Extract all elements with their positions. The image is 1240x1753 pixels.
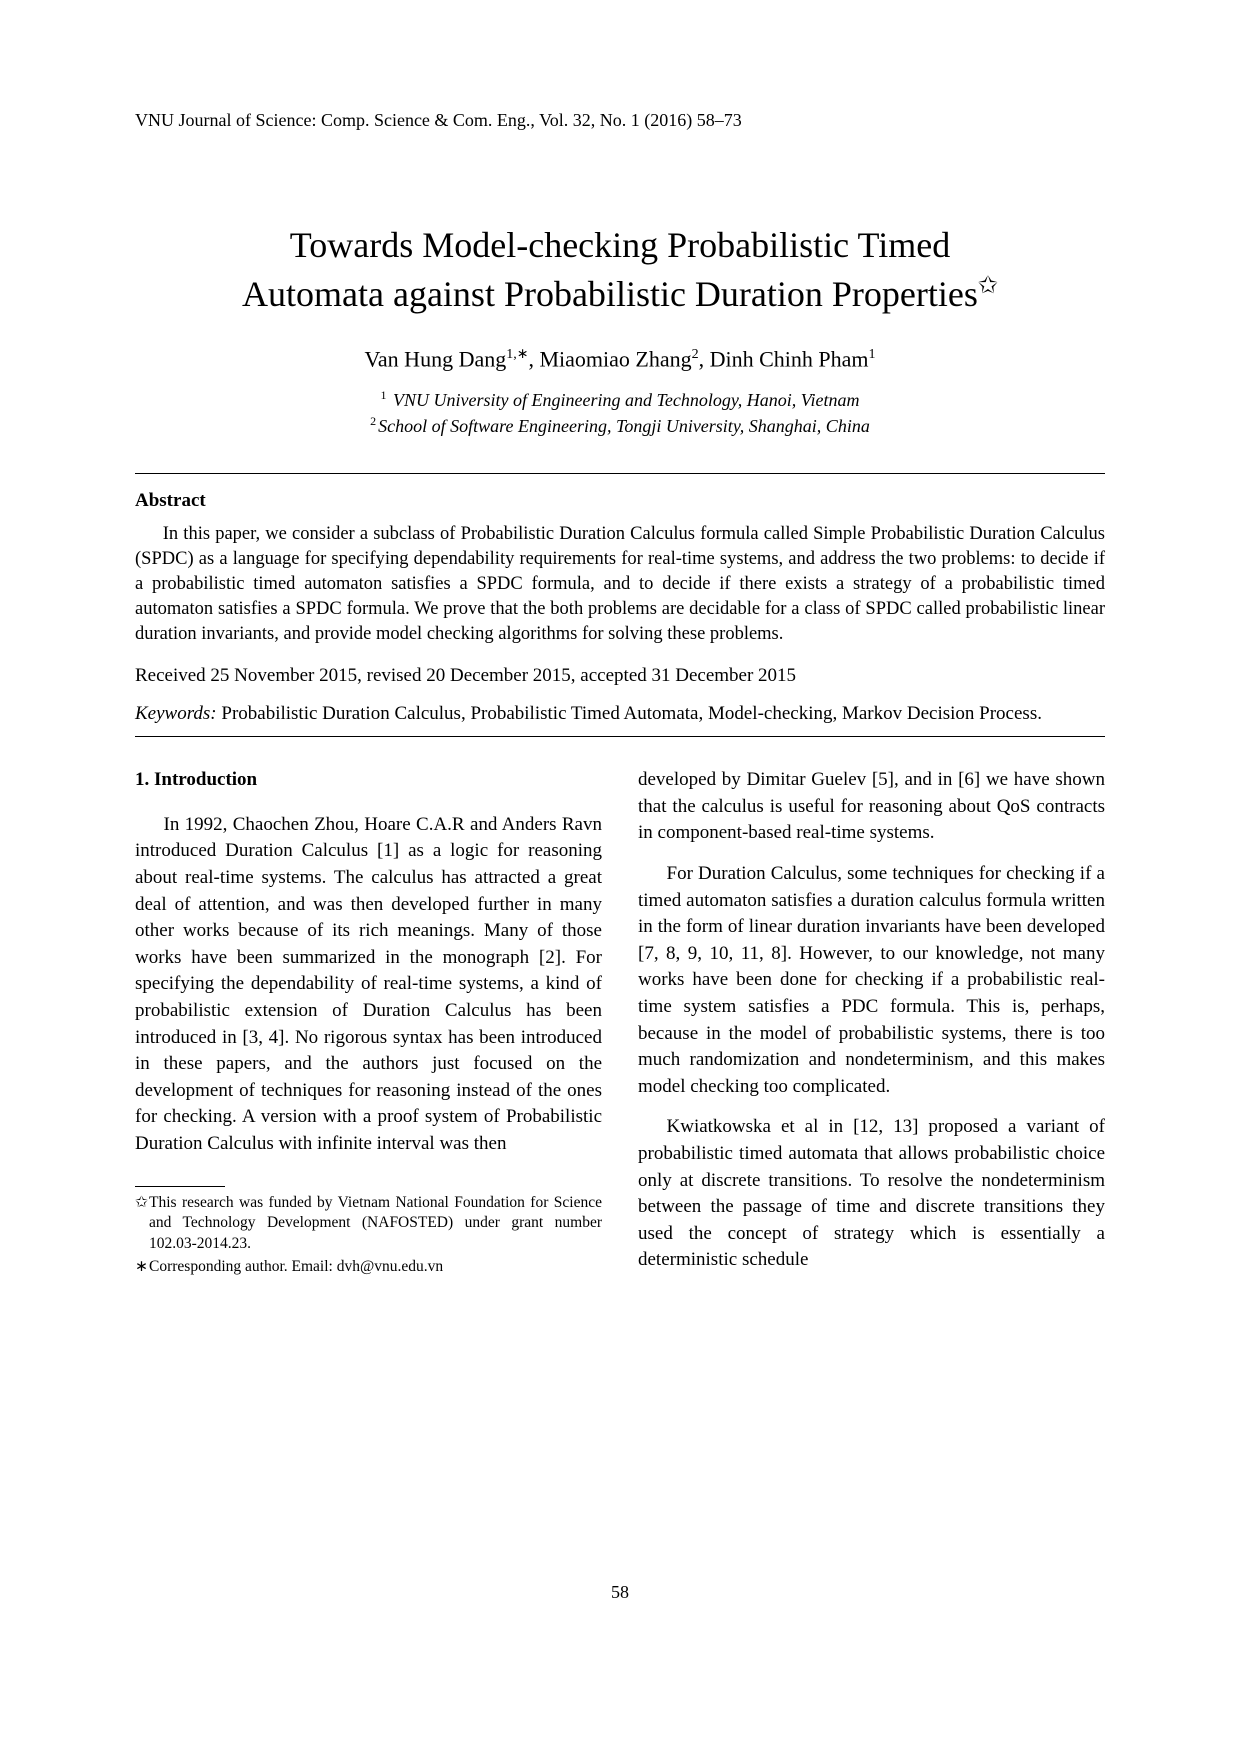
paper-title: Towards Model-checking Probabilistic Tim… — [135, 221, 1105, 318]
affiliations: 1 VNU University of Engineering and Tech… — [135, 387, 1105, 439]
author-1: Van Hung Dang — [364, 347, 506, 372]
intro-para-1: In 1992, Chaochen Zhou, Hoare C.A.R and … — [135, 812, 602, 1158]
keywords-label: Keywords: — [135, 703, 221, 724]
abstract-text: In this paper, we consider a subclass of… — [135, 522, 1105, 647]
column-right: developed by Dimitar Guelev [5], and in … — [638, 767, 1105, 1280]
authors-line: Van Hung Dang1,∗, Miaomiao Zhang2, Dinh … — [135, 346, 1105, 372]
footnotes: ✩ This research was funded by Vietnam Na… — [135, 1193, 602, 1279]
footnote-corresponding-text: Corresponding author. Email: dvh@vnu.edu… — [149, 1257, 602, 1278]
affil-1-text: VNU University of Engineering and Techno… — [389, 390, 860, 410]
footnote-rule — [135, 1186, 225, 1187]
title-footnote-star-icon: ✩ — [978, 273, 998, 299]
column-left: 1. Introduction In 1992, Chaochen Zhou, … — [135, 767, 602, 1280]
author-3: Dinh Chinh Pham — [710, 347, 869, 372]
page-number: 58 — [135, 1582, 1105, 1603]
abstract-heading: Abstract — [135, 490, 1105, 512]
title-line-2: Automata against Probabilistic Duration … — [242, 274, 978, 314]
received-dates: Received 25 November 2015, revised 20 De… — [135, 665, 1105, 687]
affiliation-2: 2School of Software Engineering, Tongji … — [135, 413, 1105, 439]
affil-2-num: 2 — [370, 414, 376, 428]
horizontal-rule-bottom — [135, 736, 1105, 737]
intro-para-3: Kwiatkowska et al in [12, 13] proposed a… — [638, 1114, 1105, 1274]
intro-para-1-cont: developed by Dimitar Guelev [5], and in … — [638, 767, 1105, 847]
keywords-line: Keywords: Probabilistic Duration Calculu… — [135, 701, 1105, 727]
footnote-corresponding: ∗ Corresponding author. Email: dvh@vnu.e… — [135, 1257, 602, 1278]
two-column-body: 1. Introduction In 1992, Chaochen Zhou, … — [135, 767, 1105, 1280]
footnote-funding: ✩ This research was funded by Vietnam Na… — [135, 1193, 602, 1256]
footnote-asterisk-icon: ∗ — [135, 1257, 149, 1278]
section-1-heading: 1. Introduction — [135, 767, 602, 794]
abstract-block: Abstract In this paper, we consider a su… — [135, 490, 1105, 647]
author-2: Miaomiao Zhang — [539, 347, 691, 372]
title-line-1: Towards Model-checking Probabilistic Tim… — [290, 225, 950, 265]
author-1-affil: 1,∗ — [506, 347, 528, 362]
footnote-funding-text: This research was funded by Vietnam Nati… — [149, 1193, 602, 1256]
author-2-affil: 2 — [692, 347, 699, 362]
horizontal-rule-top — [135, 473, 1105, 474]
author-3-affil: 1 — [869, 347, 876, 362]
footnote-star-icon: ✩ — [135, 1193, 149, 1256]
affil-1-num: 1 — [381, 388, 387, 402]
intro-para-2: For Duration Calculus, some techniques f… — [638, 861, 1105, 1100]
keywords-text: Probabilistic Duration Calculus, Probabi… — [221, 703, 1042, 724]
affiliation-1: 1 VNU University of Engineering and Tech… — [135, 387, 1105, 413]
journal-citation: VNU Journal of Science: Comp. Science & … — [135, 110, 1105, 131]
affil-2-text: School of Software Engineering, Tongji U… — [378, 416, 870, 436]
